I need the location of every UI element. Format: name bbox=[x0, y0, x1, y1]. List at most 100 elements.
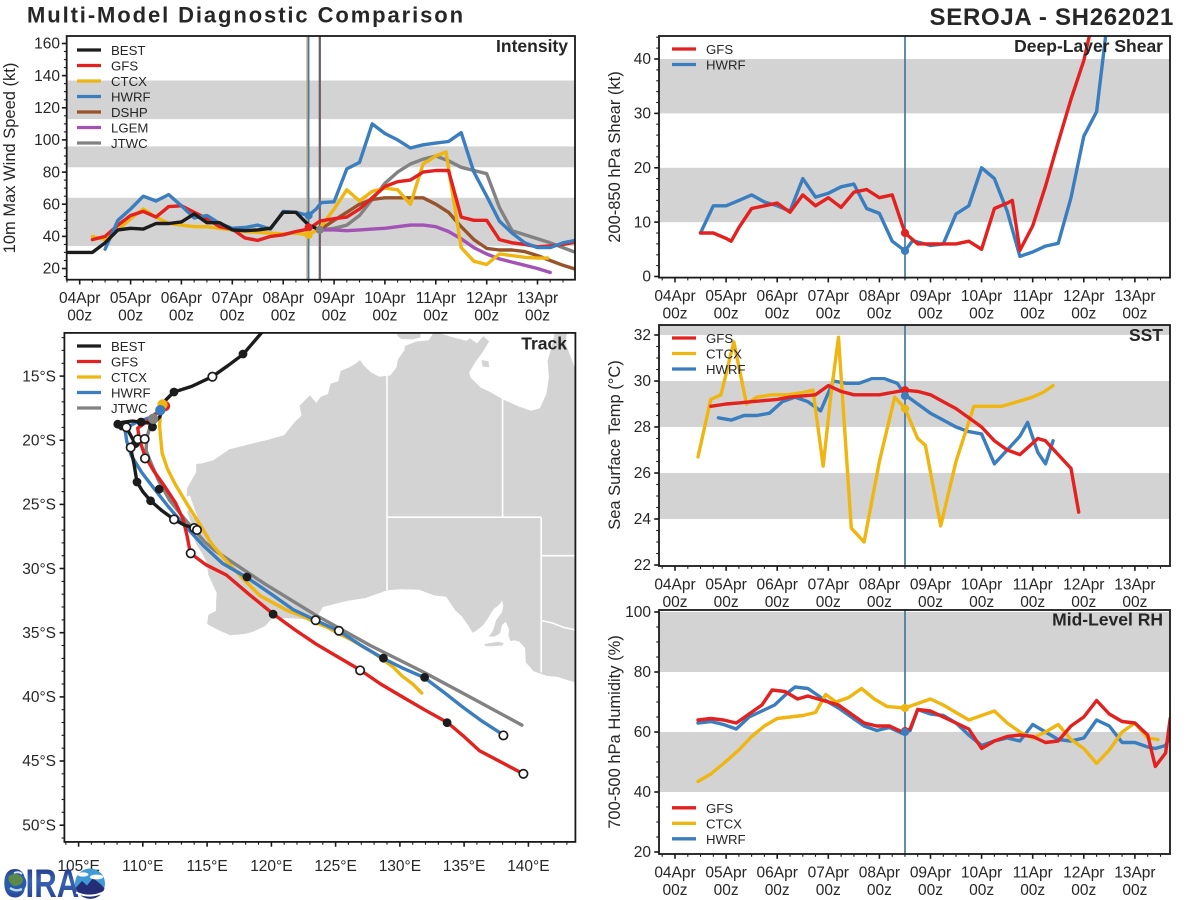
svg-text:07Apr: 07Apr bbox=[212, 290, 253, 307]
svg-text:LGEM: LGEM bbox=[111, 121, 148, 136]
svg-text:08Apr: 08Apr bbox=[859, 288, 900, 305]
svg-text:30°S: 30°S bbox=[22, 561, 56, 578]
svg-text:Sea Surface Temp (°C): Sea Surface Temp (°C) bbox=[606, 360, 624, 530]
svg-text:08Apr: 08Apr bbox=[859, 576, 900, 593]
svg-text:09Apr: 09Apr bbox=[910, 864, 951, 881]
svg-text:00z: 00z bbox=[1071, 594, 1096, 611]
svg-text:30: 30 bbox=[634, 106, 652, 123]
svg-text:00z: 00z bbox=[1020, 594, 1045, 611]
svg-text:12Apr: 12Apr bbox=[466, 290, 507, 307]
svg-text:00z: 00z bbox=[525, 308, 550, 325]
svg-text:04Apr: 04Apr bbox=[59, 290, 100, 307]
svg-text:120°E: 120°E bbox=[250, 858, 292, 875]
svg-text:04Apr: 04Apr bbox=[654, 864, 695, 881]
svg-text:00z: 00z bbox=[867, 882, 892, 899]
svg-text:140°E: 140°E bbox=[507, 858, 549, 875]
svg-text:25°S: 25°S bbox=[22, 497, 56, 514]
svg-text:50°S: 50°S bbox=[22, 817, 56, 834]
svg-text:Intensity: Intensity bbox=[496, 36, 568, 56]
svg-text:00z: 00z bbox=[867, 305, 892, 322]
svg-text:Track: Track bbox=[521, 334, 567, 354]
svg-text:04Apr: 04Apr bbox=[654, 288, 695, 305]
svg-text:00z: 00z bbox=[1020, 882, 1045, 899]
svg-text:06Apr: 06Apr bbox=[757, 864, 798, 881]
svg-text:CTCX: CTCX bbox=[111, 74, 147, 89]
svg-text:40: 40 bbox=[634, 784, 652, 801]
svg-text:06Apr: 06Apr bbox=[757, 576, 798, 593]
svg-text:13Apr: 13Apr bbox=[1114, 576, 1155, 593]
svg-text:40: 40 bbox=[43, 229, 61, 246]
svg-text:09Apr: 09Apr bbox=[910, 288, 951, 305]
svg-text:00z: 00z bbox=[765, 882, 790, 899]
svg-text:00z: 00z bbox=[1122, 594, 1147, 611]
svg-text:00z: 00z bbox=[969, 882, 994, 899]
svg-text:135°E: 135°E bbox=[443, 858, 485, 875]
svg-text:20: 20 bbox=[43, 261, 61, 278]
svg-text:200-850 hPa Shear (kt): 200-850 hPa Shear (kt) bbox=[606, 71, 624, 243]
svg-text:00z: 00z bbox=[816, 594, 841, 611]
svg-text:HWRF: HWRF bbox=[111, 90, 151, 105]
svg-text:JTWC: JTWC bbox=[111, 401, 148, 416]
svg-text:80: 80 bbox=[43, 164, 61, 181]
svg-text:00z: 00z bbox=[918, 594, 943, 611]
svg-text:00z: 00z bbox=[816, 305, 841, 322]
svg-text:05Apr: 05Apr bbox=[705, 576, 746, 593]
svg-text:Mid-Level RH: Mid-Level RH bbox=[1052, 610, 1163, 630]
svg-text:10: 10 bbox=[634, 214, 652, 231]
svg-text:700-500 hPa Humidity (%): 700-500 hPa Humidity (%) bbox=[606, 635, 624, 829]
svg-text:0: 0 bbox=[642, 269, 651, 286]
svg-text:80: 80 bbox=[634, 664, 652, 681]
svg-text:12Apr: 12Apr bbox=[1063, 864, 1104, 881]
svg-text:115°E: 115°E bbox=[186, 858, 227, 875]
svg-text:07Apr: 07Apr bbox=[808, 576, 849, 593]
svg-text:140: 140 bbox=[34, 68, 60, 85]
svg-text:08Apr: 08Apr bbox=[263, 290, 304, 307]
svg-text:SEROJA - SH262021: SEROJA - SH262021 bbox=[930, 4, 1174, 31]
svg-text:120: 120 bbox=[34, 100, 60, 117]
svg-text:BEST: BEST bbox=[111, 43, 145, 58]
svg-text:13Apr: 13Apr bbox=[1114, 864, 1155, 881]
svg-text:GFS: GFS bbox=[111, 355, 138, 370]
svg-text:HWRF: HWRF bbox=[111, 386, 151, 401]
svg-text:CTCX: CTCX bbox=[111, 370, 147, 385]
svg-text:40: 40 bbox=[634, 51, 652, 68]
svg-text:07Apr: 07Apr bbox=[808, 288, 849, 305]
svg-text:10m Max Wind Speed (kt): 10m Max Wind Speed (kt) bbox=[1, 63, 19, 254]
svg-text:60: 60 bbox=[43, 196, 61, 213]
svg-text:GFS: GFS bbox=[706, 801, 733, 816]
svg-text:00z: 00z bbox=[663, 882, 688, 899]
svg-text:10Apr: 10Apr bbox=[961, 576, 1002, 593]
svg-text:00z: 00z bbox=[372, 308, 397, 325]
svg-text:05Apr: 05Apr bbox=[705, 864, 746, 881]
svg-text:00z: 00z bbox=[969, 594, 994, 611]
svg-text:11Apr: 11Apr bbox=[416, 290, 456, 307]
svg-text:Multi-Model Diagnostic Compari: Multi-Model Diagnostic Comparison bbox=[27, 3, 465, 28]
svg-text:JTWC: JTWC bbox=[111, 136, 148, 151]
svg-text:07Apr: 07Apr bbox=[808, 864, 849, 881]
svg-text:20: 20 bbox=[634, 844, 652, 861]
svg-text:10Apr: 10Apr bbox=[961, 864, 1002, 881]
svg-text:11Apr: 11Apr bbox=[1013, 864, 1053, 881]
svg-text:00z: 00z bbox=[663, 305, 688, 322]
svg-text:00z: 00z bbox=[1122, 882, 1147, 899]
svg-text:12Apr: 12Apr bbox=[1063, 576, 1104, 593]
svg-text:BEST: BEST bbox=[111, 339, 145, 354]
svg-text:30: 30 bbox=[634, 373, 652, 390]
svg-text:00z: 00z bbox=[220, 308, 245, 325]
svg-text:10Apr: 10Apr bbox=[364, 290, 405, 307]
svg-text:12Apr: 12Apr bbox=[1063, 288, 1104, 305]
svg-text:15°S: 15°S bbox=[22, 368, 56, 385]
svg-text:HWRF: HWRF bbox=[706, 58, 746, 73]
svg-text:13Apr: 13Apr bbox=[517, 290, 558, 307]
svg-text:35°S: 35°S bbox=[22, 625, 56, 642]
svg-text:00z: 00z bbox=[423, 308, 448, 325]
svg-text:00z: 00z bbox=[1020, 305, 1045, 322]
svg-text:DSHP: DSHP bbox=[111, 105, 148, 120]
svg-text:00z: 00z bbox=[1122, 305, 1147, 322]
svg-text:00z: 00z bbox=[271, 308, 296, 325]
svg-text:00z: 00z bbox=[714, 594, 739, 611]
svg-text:GFS: GFS bbox=[706, 331, 733, 346]
svg-text:HWRF: HWRF bbox=[706, 832, 746, 847]
svg-text:110°E: 110°E bbox=[122, 858, 163, 875]
svg-text:04Apr: 04Apr bbox=[654, 576, 695, 593]
